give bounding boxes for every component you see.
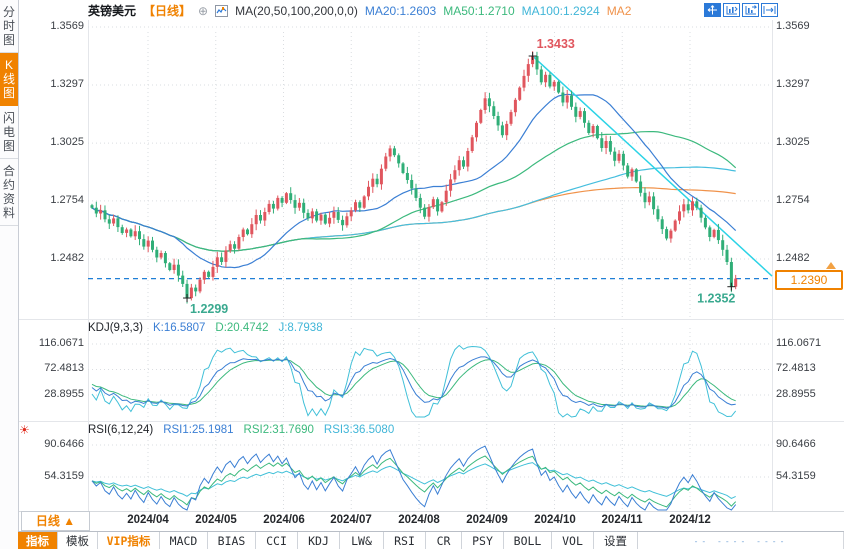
rsi3-value: RSI3:36.5080 [323,424,395,436]
chart-header: 英镑美元 【日线】 ⊕ MA(20,50,100,200,0,0) MA20:1.… [88,3,632,19]
alert-sun-icon[interactable]: ☀ [19,423,30,437]
kdj-axis-label: 28.8955 [776,388,816,400]
chart-toolbar-icons [704,3,778,17]
pan-horizontal-icon[interactable] [742,3,759,17]
rsi-indicator-chart[interactable] [0,420,844,514]
sidebar-item-timeshare-chart[interactable]: 分时图 [0,0,18,53]
toolbar-item-psy[interactable]: PSY [462,532,504,549]
zoom-horizontal-icon[interactable] [723,3,740,17]
toolbar-item-bias[interactable]: BIAS [208,532,256,549]
toolbar-item-lw[interactable]: LW& [340,532,384,549]
ma50-value: MA50:1.2710 [443,3,515,18]
toolbar-item-cr[interactable]: CR [426,532,462,549]
kdj-axis-label: 72.4813 [776,362,816,374]
sidebar-item-kline-chart[interactable]: K线图 [0,53,18,106]
rsi-axis-label: 90.6466 [776,438,816,450]
price-axis-label: 1.3297 [776,78,810,90]
kdj-indicator-chart[interactable] [0,320,844,420]
sidebar-item-contract-info[interactable]: 合约资料 [0,159,18,226]
month-label: 2024/08 [398,514,440,526]
month-label: 2024/09 [466,514,508,526]
kdj-header: KDJ(9,3,3) K:16.5807 D:20.4742 J:8.7938 [88,322,323,334]
kdj-title: KDJ(9,3,3) [88,322,143,334]
month-label: 2024/04 [127,514,169,526]
month-label: 2024/10 [534,514,576,526]
candles [90,51,738,304]
price-axis-label: 1.2754 [50,194,84,206]
kdj-j-value: J:8.7938 [278,322,323,334]
rsi-axis-label: 54.3159 [44,470,84,482]
month-label: 2024/05 [195,514,237,526]
ma200-value-truncated: MA2 [606,3,632,18]
price-axis-label: 1.2482 [50,252,84,264]
toolbar-item-cci[interactable]: CCI [256,532,298,549]
main-kdj-separator [18,319,844,320]
toolbar-item-settings[interactable]: 设置 [594,532,638,549]
kdj-d-value: D:20.4742 [215,322,269,334]
price-axis-label: 1.3025 [50,136,84,148]
rsi-axis-label: 90.6466 [44,438,84,450]
price-alert-triangle-icon [826,262,836,269]
add-overlay-icon[interactable]: ⊕ [198,3,209,18]
kdj-axis-label: 72.4813 [44,362,84,374]
price-annotation: 1.2299 [190,302,228,316]
indicator-toolbar: 指标 模板 VIP指标 MACD BIAS CCI KDJ LW& RSI CR… [18,531,844,549]
price-axis-label: 1.3025 [776,136,810,148]
toolbar-item-templates[interactable]: 模板 [58,532,98,549]
chart-type-sidebar: 分时图 K线图 闪电图 合约资料 [0,0,19,549]
axis-row-separator [18,511,844,512]
ma100-value: MA100:1.2924 [521,3,600,18]
period-tag: 【日线】 [143,4,192,18]
toolbar-status-strip: -- ---- ---- [638,532,844,549]
toolbar-item-vip-indicators[interactable]: VIP指标 [98,532,160,549]
candlestick-mini-icon[interactable] [215,4,229,17]
period-selector-button[interactable]: 日线 ▲ [21,511,90,531]
price-axis-label: 1.2754 [776,194,810,206]
price-annotation: 1.2352 [697,292,735,306]
price-axis-label: 1.3569 [776,20,810,32]
rsi-title: RSI(6,12,24) [88,424,154,436]
month-label: 2024/07 [330,514,372,526]
kdj-axis-label: 28.8955 [44,388,84,400]
current-price-box: 1.2390 [775,270,843,290]
rsi1-value: RSI1:25.1981 [163,424,234,436]
symbol-name: 英镑美元 [88,4,137,18]
kdj-axis-label: 116.0671 [38,337,84,349]
plot-left-border [88,20,89,511]
kdj-rsi-separator [18,421,844,422]
month-label: 2024/06 [263,514,305,526]
month-label: 2024/12 [669,514,711,526]
month-label: 2024/11 [601,514,643,526]
collapse-right-icon[interactable] [761,3,778,17]
toolbar-item-indicators[interactable]: 指标 [18,532,58,549]
price-annotation: 1.3433 [537,37,575,51]
sidebar-item-lightning-chart[interactable]: 闪电图 [0,106,18,159]
kdj-axis-label: 116.0671 [776,337,822,349]
toolbar-item-vol[interactable]: VOL [552,532,594,549]
price-axis-label: 1.3569 [50,20,84,32]
status-fragment: -- ---- ---- [693,536,788,546]
rsi2-value: RSI2:31.7690 [243,424,314,436]
price-axis-label: 1.2482 [776,252,810,264]
move-crosshair-icon[interactable] [704,3,721,17]
toolbar-item-boll[interactable]: BOLL [504,532,552,549]
toolbar-item-rsi[interactable]: RSI [384,532,426,549]
ma-params-label: MA(20,50,100,200,0,0) [235,3,358,18]
main-candlestick-chart[interactable]: 1.3433 1.2299 1.2352 [0,20,844,320]
toolbar-item-kdj[interactable]: KDJ [298,532,340,549]
kdj-k-value: K:16.5807 [152,322,206,334]
ma20-value: MA20:1.2603 [364,3,437,18]
toolbar-item-macd[interactable]: MACD [160,532,208,549]
plot-right-border [772,20,773,511]
rsi-header: RSI(6,12,24) RSI1:25.1981 RSI2:31.7690 R… [88,424,394,436]
rsi-axis-label: 54.3159 [776,470,816,482]
price-axis-label: 1.3297 [50,78,84,90]
